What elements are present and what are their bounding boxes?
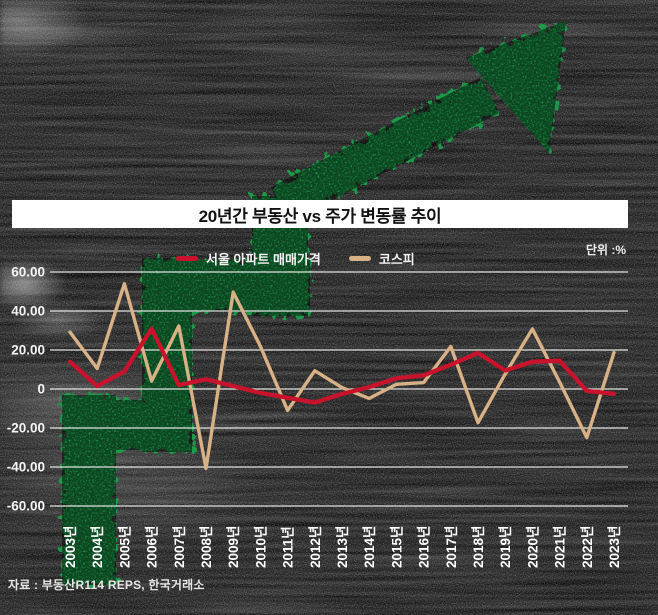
source-note: 자료 : 부동산R114 REPS, 한국거래소 <box>8 578 205 592</box>
x-axis-tick-label: 2003년 <box>63 526 78 568</box>
chart-title-bar: 20년간 부동산 vs 주가 변동률 추이 <box>12 200 628 228</box>
x-axis-tick-label: 2018년 <box>471 526 486 568</box>
legend-item-kospi: 코스피 <box>348 249 415 268</box>
chart-legend: 서울 아파트 매매가격 코스피 <box>176 249 415 268</box>
y-axis-tick-label: 20.00 <box>11 343 45 358</box>
x-axis-tick-label: 2017년 <box>444 526 459 568</box>
y-axis-tick-label: -20.00 <box>7 421 45 436</box>
x-axis-tick-label: 2010년 <box>253 526 268 568</box>
y-axis-tick-label: 60.00 <box>11 265 45 280</box>
x-axis-tick-label: 2004년 <box>90 526 105 568</box>
x-axis-tick-label: 2019년 <box>498 526 513 568</box>
x-axis-tick-label: 2022년 <box>580 526 595 568</box>
y-axis-tick-label: -60.00 <box>7 499 45 514</box>
y-axis-tick-label: -40.00 <box>7 460 45 475</box>
y-axis-tick-label: 0 <box>37 382 45 397</box>
x-axis-tick-label: 2016년 <box>417 526 432 568</box>
x-axis-tick-label: 2020년 <box>525 526 540 568</box>
x-axis-tick-label: 2023년 <box>607 526 622 568</box>
x-axis-tick-label: 2013년 <box>335 526 350 568</box>
legend-label: 코스피 <box>378 252 415 267</box>
x-axis-tick-label: 2014년 <box>362 526 377 568</box>
chart-title: 20년간 부동산 vs 주가 변동률 추이 <box>198 206 442 226</box>
x-axis-tick-label: 2015년 <box>389 526 404 568</box>
x-axis-tick-label: 2005년 <box>117 526 132 568</box>
red-line-swatch-icon <box>176 256 198 261</box>
tan-line-swatch-icon <box>348 256 371 261</box>
legend-item-seoul-apartment: 서울 아파트 매매가격 <box>176 249 321 268</box>
series-line-kospi <box>68 282 616 471</box>
x-axis-tick-label: 2006년 <box>145 526 160 568</box>
x-axis-tick-label: 2012년 <box>308 526 323 568</box>
x-axis-tick-label: 2011년 <box>281 526 296 568</box>
x-axis-tick-label: 2007년 <box>172 526 187 568</box>
x-axis-tick-label: 2008년 <box>199 526 214 568</box>
legend-label: 서울 아파트 매매가격 <box>206 252 321 267</box>
x-axis-tick-label: 2021년 <box>553 526 568 568</box>
y-axis-tick-label: 40.00 <box>11 304 45 319</box>
unit-label: 단위 :% <box>585 243 626 257</box>
series-line-seoul-apartment <box>67 326 617 405</box>
x-axis-tick-label: 2009년 <box>226 526 241 568</box>
